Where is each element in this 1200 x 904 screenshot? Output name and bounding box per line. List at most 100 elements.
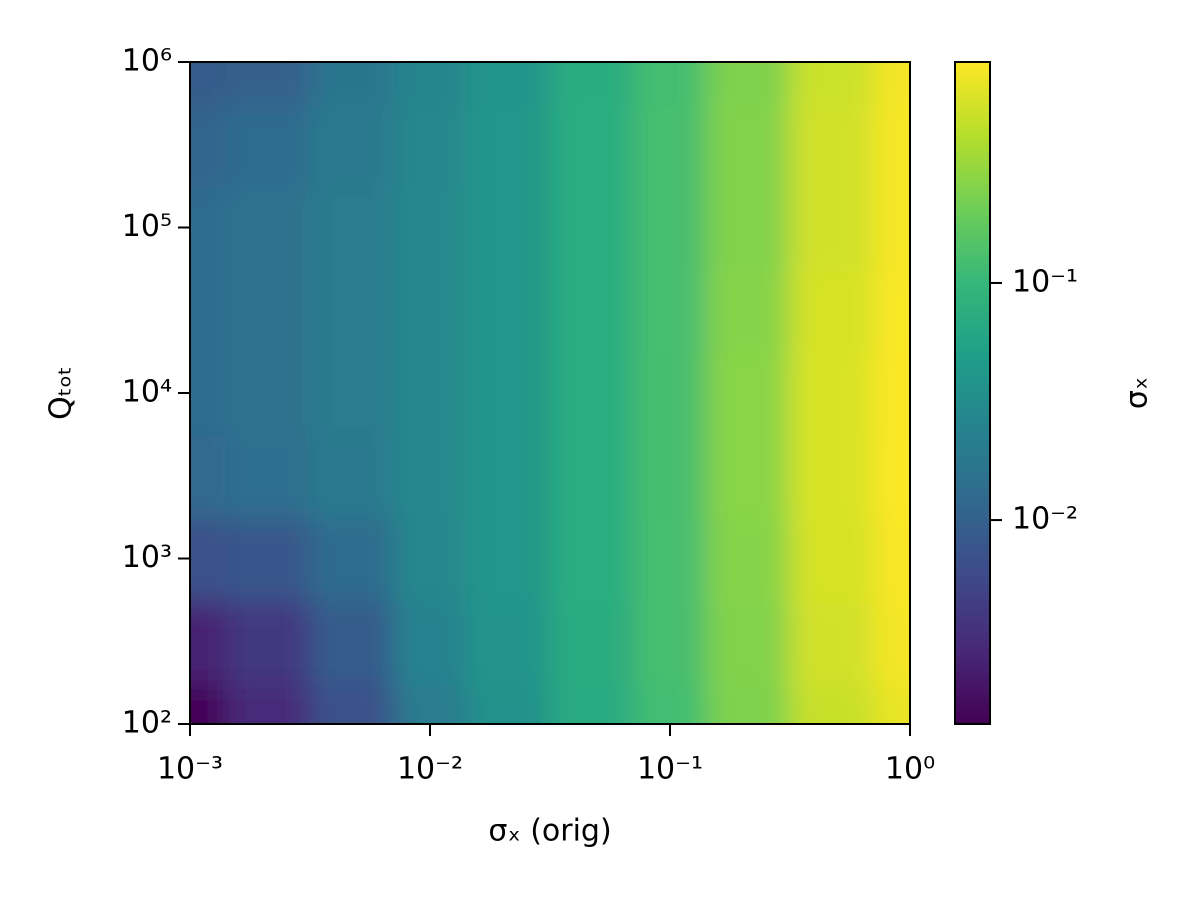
y-tick-label: 10⁴: [122, 375, 172, 410]
heatmap-cell: [393, 62, 467, 106]
heatmap-cell: [706, 353, 791, 437]
heatmap-cell: [873, 270, 910, 355]
heatmap-cell: [190, 270, 227, 355]
heatmap-cell: [873, 105, 910, 189]
heatmap-cell: [706, 188, 791, 272]
heatmap-cell: [393, 353, 467, 437]
heatmap-cell: [310, 684, 395, 724]
heatmap-cell: [706, 601, 791, 686]
heatmap-cell: [790, 601, 875, 686]
x-tick-label: 10⁻¹: [637, 752, 703, 787]
heatmap-cell: [190, 436, 227, 520]
heatmap-cell: [190, 62, 227, 106]
heatmap-cell: [873, 62, 910, 106]
heatmap-cell: [633, 601, 707, 686]
x-tick-label: 10⁻²: [397, 752, 463, 787]
colorbar-tick-label: 10⁻²: [1012, 502, 1078, 537]
heatmap-cell: [633, 105, 707, 189]
heatmap-cell: [226, 601, 311, 686]
y-tick-label: 10²: [122, 706, 172, 741]
heatmap-cell: [226, 353, 311, 437]
heatmap-cell: [550, 353, 635, 437]
heatmap-cell: [466, 684, 551, 724]
heatmap-cell: [633, 270, 707, 355]
heatmap-cell: [226, 436, 311, 520]
heatmap-cell: [226, 519, 311, 603]
heatmap-cell: [550, 105, 635, 189]
heatmap-cell: [706, 62, 791, 106]
heatmap-cell: [393, 436, 467, 520]
y-tick-label: 10³: [122, 540, 172, 575]
heatmap-cell: [550, 62, 635, 106]
heatmap-cell: [550, 436, 635, 520]
x-tick-label: 10⁰: [885, 752, 935, 787]
heatmap-cell: [706, 436, 791, 520]
heatmap-cell: [226, 105, 311, 189]
heatmap-cell: [190, 353, 227, 437]
heatmap-cell: [190, 519, 227, 603]
heatmap-cell: [190, 188, 227, 272]
heatmap-cell: [873, 601, 910, 686]
heatmap-cell: [633, 188, 707, 272]
heatmap-cell: [550, 519, 635, 603]
heatmap-cell: [873, 353, 910, 437]
heatmap-cell: [190, 105, 227, 189]
heatmap-cell: [466, 62, 551, 106]
heatmap-cell: [226, 62, 311, 106]
heatmap-cell: [633, 519, 707, 603]
heatmap-cell: [873, 188, 910, 272]
y-tick-label: 10⁶: [122, 44, 172, 79]
heatmap-cell: [706, 684, 791, 724]
heatmap-cell: [873, 436, 910, 520]
heatmap-cell: [706, 519, 791, 603]
heatmap-cell: [466, 519, 551, 603]
heatmap-cell: [226, 684, 311, 724]
heatmap-area: [190, 62, 910, 724]
heatmap-cell: [790, 188, 875, 272]
y-tick-label: 10⁵: [122, 209, 172, 244]
heatmap-cell: [873, 684, 910, 724]
heatmap-cells: [190, 62, 910, 724]
heatmap-cell: [310, 270, 395, 355]
heatmap-cell: [466, 105, 551, 189]
heatmap-cell: [790, 353, 875, 437]
x-tick-label: 10⁻³: [157, 752, 223, 787]
heatmap-cell: [790, 436, 875, 520]
y-axis-label: Qₜₒₜ: [44, 366, 79, 420]
heatmap-cell: [790, 270, 875, 355]
heatmap-cell: [790, 105, 875, 189]
heatmap-cell: [190, 684, 227, 724]
heatmap-cell: [790, 62, 875, 106]
heatmap-cell: [466, 436, 551, 520]
heatmap-cell: [873, 519, 910, 603]
heatmap-cell: [190, 601, 227, 686]
heatmap-cell: [393, 684, 467, 724]
colorbar-label: σₓ: [1120, 377, 1155, 409]
heatmap-cell: [466, 601, 551, 686]
heatmap-cell: [790, 519, 875, 603]
heatmap-cell: [310, 105, 395, 189]
heatmap-cell: [550, 601, 635, 686]
heatmap-cell: [633, 62, 707, 106]
heatmap-cell: [550, 270, 635, 355]
heatmap-cell: [466, 353, 551, 437]
heatmap-cell: [633, 436, 707, 520]
heatmap-cell: [310, 601, 395, 686]
heatmap-cell: [466, 270, 551, 355]
heatmap-cell: [310, 188, 395, 272]
heatmap-cell: [790, 684, 875, 724]
heatmap-cell: [310, 353, 395, 437]
colorbar-tick-label: 10⁻¹: [1012, 264, 1078, 299]
heatmap-cell: [633, 353, 707, 437]
heatmap-cell: [633, 684, 707, 724]
heatmap-cell: [393, 188, 467, 272]
heatmap-cell: [226, 188, 311, 272]
x-axis-label: σₓ (orig): [488, 814, 611, 849]
heatmap-cell: [706, 270, 791, 355]
heatmap-cell: [466, 188, 551, 272]
heatmap-cell: [393, 270, 467, 355]
heatmap-cell: [706, 105, 791, 189]
heatmap-cell: [393, 519, 467, 603]
heatmap-cell: [310, 436, 395, 520]
